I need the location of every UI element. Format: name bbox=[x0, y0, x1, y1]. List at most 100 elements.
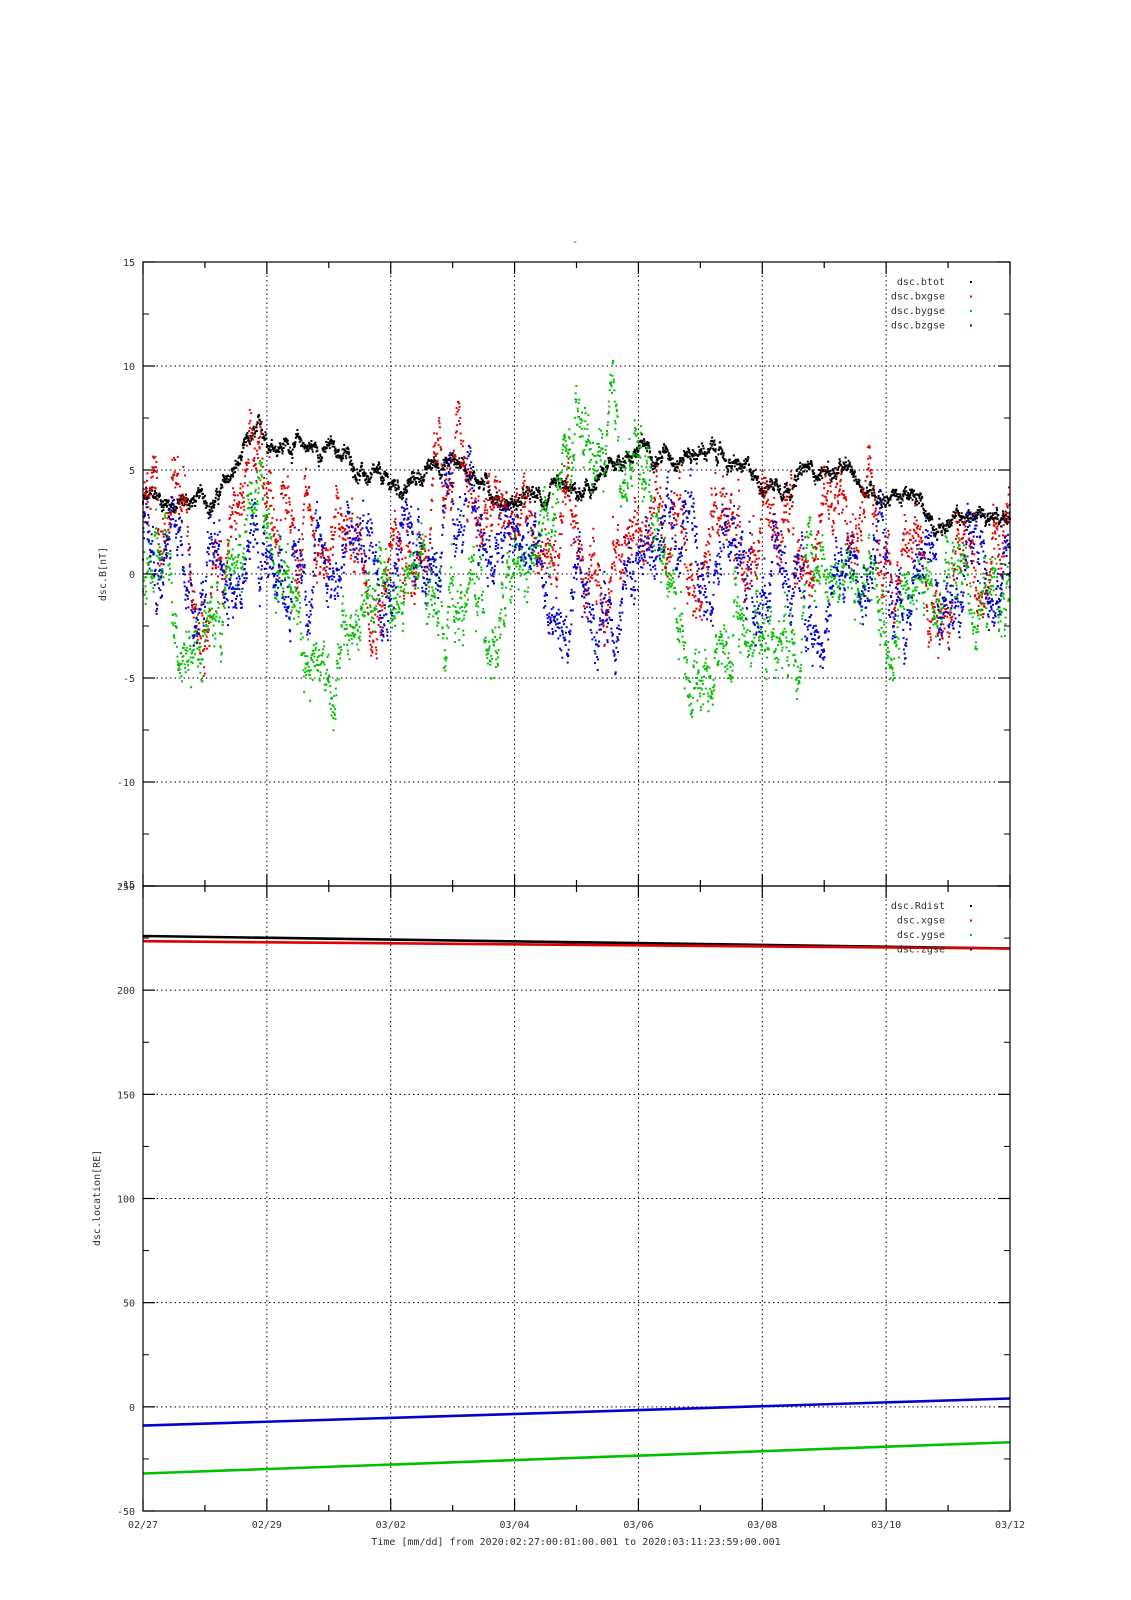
data-point bbox=[610, 565, 613, 568]
data-point bbox=[521, 488, 524, 491]
data-point bbox=[222, 602, 225, 605]
data-point bbox=[557, 556, 560, 559]
data-point bbox=[516, 504, 519, 507]
data-point bbox=[801, 569, 804, 572]
data-point bbox=[686, 602, 689, 605]
data-point bbox=[788, 495, 791, 498]
data-point bbox=[595, 488, 598, 491]
data-point bbox=[434, 441, 437, 444]
data-point bbox=[556, 474, 559, 477]
data-point bbox=[652, 464, 655, 467]
data-point bbox=[697, 598, 700, 601]
data-point bbox=[711, 515, 714, 518]
data-point bbox=[330, 526, 333, 529]
data-point bbox=[810, 460, 813, 463]
data-point bbox=[295, 433, 298, 436]
data-point bbox=[945, 519, 948, 522]
data-point bbox=[410, 472, 413, 475]
data-point bbox=[154, 469, 157, 472]
data-point bbox=[336, 450, 339, 453]
data-point bbox=[188, 573, 191, 576]
data-point bbox=[320, 459, 323, 462]
data-point bbox=[775, 478, 778, 481]
data-point bbox=[345, 550, 348, 553]
data-point bbox=[277, 551, 280, 554]
data-point bbox=[480, 528, 483, 531]
data-point bbox=[796, 540, 799, 543]
data-point bbox=[340, 514, 343, 517]
data-point bbox=[692, 584, 695, 587]
data-point bbox=[444, 504, 447, 507]
data-point bbox=[733, 465, 736, 468]
data-point bbox=[502, 509, 505, 512]
data-point bbox=[817, 541, 820, 544]
data-point bbox=[626, 542, 629, 545]
data-point bbox=[318, 457, 321, 460]
data-point bbox=[737, 478, 740, 481]
data-point bbox=[624, 539, 627, 542]
data-point bbox=[583, 492, 586, 495]
data-point bbox=[632, 460, 635, 463]
data-point bbox=[691, 578, 694, 581]
data-point bbox=[932, 611, 935, 614]
data-point bbox=[954, 511, 957, 514]
data-point bbox=[504, 506, 507, 509]
data-point bbox=[752, 469, 755, 472]
data-point bbox=[750, 571, 753, 574]
data-point bbox=[766, 487, 769, 490]
data-point bbox=[151, 486, 154, 489]
data-point bbox=[235, 522, 238, 525]
data-point bbox=[163, 549, 166, 552]
data-point bbox=[890, 494, 893, 497]
data-point bbox=[712, 515, 715, 518]
data-point bbox=[374, 613, 377, 616]
data-point bbox=[229, 475, 232, 478]
data-point bbox=[186, 511, 189, 514]
data-point bbox=[263, 476, 266, 479]
data-point bbox=[868, 445, 871, 448]
data-point bbox=[325, 547, 328, 550]
data-point bbox=[677, 515, 680, 518]
data-point bbox=[350, 467, 353, 470]
data-point bbox=[198, 496, 201, 499]
data-point bbox=[440, 463, 443, 466]
data-point bbox=[872, 488, 875, 491]
data-point bbox=[212, 563, 215, 566]
data-point bbox=[769, 483, 772, 486]
data-point bbox=[841, 511, 844, 514]
data-point bbox=[590, 555, 593, 558]
data-point bbox=[913, 516, 916, 519]
data-point bbox=[577, 527, 580, 530]
data-point bbox=[632, 534, 635, 537]
data-point bbox=[806, 560, 809, 563]
data-point bbox=[242, 491, 245, 494]
data-point bbox=[246, 468, 249, 471]
data-point bbox=[289, 526, 292, 529]
data-point bbox=[502, 506, 505, 509]
data-point bbox=[773, 489, 776, 492]
data-point bbox=[843, 462, 846, 465]
data-point bbox=[552, 480, 555, 483]
data-point bbox=[844, 456, 847, 459]
data-point bbox=[566, 481, 569, 484]
data-point bbox=[588, 489, 591, 492]
data-point bbox=[793, 555, 796, 558]
data-point bbox=[483, 509, 486, 512]
data-point bbox=[620, 464, 623, 467]
data-point bbox=[866, 446, 869, 449]
data-point bbox=[842, 489, 845, 492]
data-point bbox=[288, 497, 291, 500]
data-point bbox=[917, 535, 920, 538]
data-point bbox=[964, 513, 967, 516]
data-point bbox=[939, 524, 942, 527]
data-point bbox=[383, 470, 386, 473]
data-point bbox=[846, 466, 849, 469]
data-point bbox=[405, 492, 408, 495]
data-point bbox=[451, 471, 454, 474]
data-point bbox=[450, 454, 453, 457]
data-point bbox=[925, 606, 928, 609]
data-point bbox=[179, 506, 182, 509]
data-point bbox=[810, 585, 813, 588]
data-point bbox=[752, 542, 755, 545]
data-point bbox=[312, 516, 315, 519]
